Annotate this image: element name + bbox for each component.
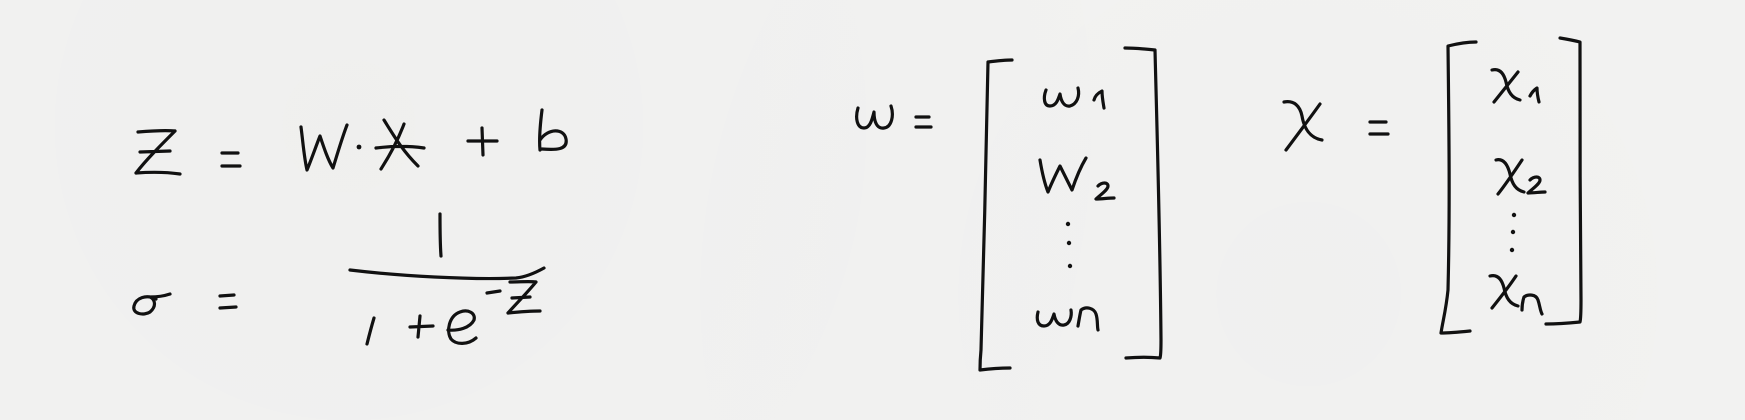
equation-linear [134, 108, 568, 176]
glyph-xn [1488, 274, 1544, 316]
glyph-equals-2 [218, 293, 238, 310]
right-bracket-weights [1123, 46, 1163, 360]
glyph-plus [466, 126, 499, 157]
glyph-one-numerator [438, 212, 443, 258]
glyph-w [299, 123, 349, 172]
glyph-z [134, 128, 182, 176]
glyph-x [374, 118, 426, 171]
equation-sigmoid [132, 212, 546, 346]
glyph-plus-2 [408, 314, 435, 339]
glyph-z-superscript [506, 279, 542, 315]
left-bracket-weights [978, 58, 1014, 372]
glyph-e [446, 309, 478, 345]
glyph-w-weights [855, 104, 894, 130]
glyph-sigma [132, 292, 172, 316]
glyph-x-input [1282, 100, 1324, 152]
glyph-equals-4 [1368, 120, 1390, 136]
equation-weights-vector [855, 46, 1163, 372]
glyph-dot-product [356, 144, 362, 150]
equation-input-vector [1282, 36, 1583, 335]
glyph-one-denominator [365, 316, 376, 346]
glyph-x2 [1494, 158, 1547, 196]
left-bracket-input [1439, 40, 1478, 335]
glyph-vdot-w-1 [1065, 221, 1071, 227]
glyph-vdot-x-1 [1511, 212, 1517, 218]
glyph-minus-superscript [485, 289, 502, 295]
glyph-w2 [1038, 156, 1116, 201]
glyph-equals-3 [914, 115, 933, 129]
glyph-vdot-x-2 [1510, 229, 1516, 235]
right-bracket-input [1544, 36, 1583, 326]
glyph-vdot-x-3 [1509, 247, 1515, 253]
glyph-b [538, 108, 568, 152]
glyph-x1 [1490, 68, 1541, 104]
glyph-equals [220, 151, 242, 168]
glyph-wn [1035, 306, 1100, 332]
glyph-vdot-w-2 [1066, 240, 1072, 246]
glyph-vdot-w-3 [1067, 263, 1073, 269]
glyph-fraction-bar [348, 266, 546, 281]
glyph-w1 [1042, 86, 1106, 110]
